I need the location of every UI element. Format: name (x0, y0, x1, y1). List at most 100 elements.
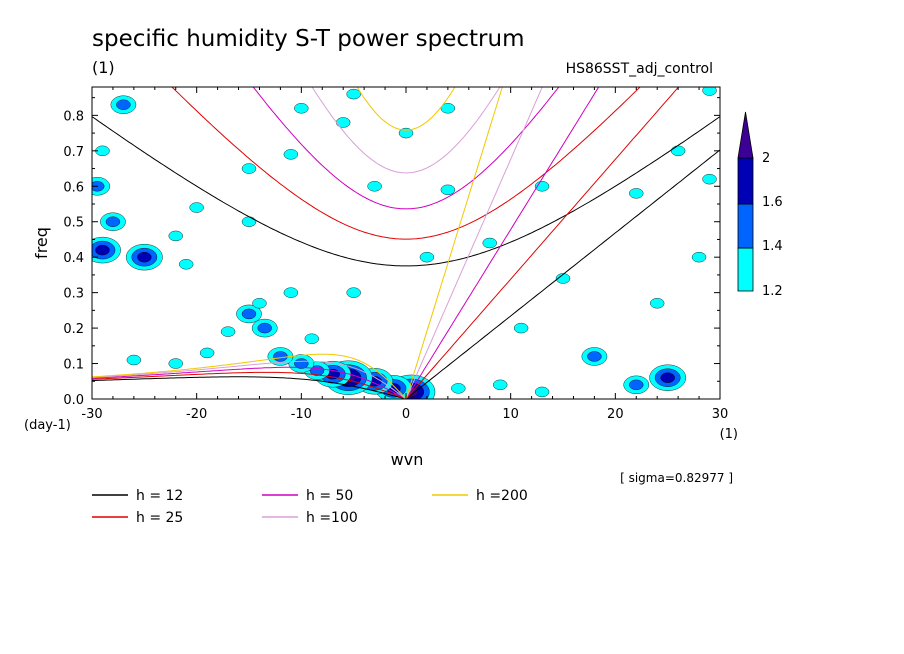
x-tick-label: -30 (81, 407, 102, 422)
contour-blob (168, 358, 183, 369)
inertia-gravity-curve (311, 87, 501, 174)
x-tick-label: 0 (402, 407, 410, 422)
contour-blob (650, 298, 665, 309)
contour-blob (220, 326, 236, 337)
y-units-label: (day-1) (24, 418, 71, 433)
rossby-curve (92, 371, 407, 399)
contour-blob (555, 273, 571, 284)
kelvin-curve (405, 87, 680, 399)
contour-blob (534, 386, 550, 398)
kelvin-curve (405, 87, 543, 399)
contour-blob (178, 259, 194, 270)
contour-blob (241, 308, 257, 320)
contour-blob (482, 237, 497, 249)
contour-blob (670, 145, 686, 157)
contour-blob (587, 351, 602, 362)
contour-blob (513, 322, 529, 334)
contour-blob (199, 347, 215, 359)
contour-blob (168, 230, 183, 242)
contour-blob (241, 163, 257, 174)
inertia-gravity-curve (252, 87, 560, 210)
x-tick-label: -10 (291, 407, 312, 422)
contour-blob (336, 117, 351, 128)
contour-blob (126, 354, 142, 366)
contour-blob (629, 188, 644, 199)
x-tick-label: 30 (712, 407, 729, 422)
rossby-curve (92, 376, 407, 399)
y-tick-label: 0.7 (63, 145, 84, 160)
contour-blob (629, 379, 644, 391)
contour-blob (189, 202, 204, 213)
contour-blob (398, 127, 414, 139)
x-axis-label: wvn (391, 450, 424, 469)
legend-label: h = 12 (136, 488, 183, 504)
x-tick-label: 10 (502, 407, 519, 422)
contour-blob (304, 333, 319, 344)
contour-blob (273, 351, 288, 362)
contour-layer (92, 87, 717, 399)
kelvin-curve (405, 87, 503, 399)
x-units-label: (1) (720, 427, 738, 442)
rossby-curve (92, 360, 407, 399)
rossby-curve (92, 366, 407, 399)
contour-blob (137, 251, 152, 263)
y-axis-label: freq (32, 227, 51, 259)
contour-blob (691, 251, 707, 263)
contour-blob (105, 216, 121, 227)
kelvin-curve (405, 87, 600, 399)
legend: h = 12 h = 25 h = 50 h =100 h =200 (92, 488, 528, 526)
colorbar: 1.2 1.4 1.6 2 (737, 111, 783, 299)
kelvin-curve (405, 149, 720, 399)
colorbar-label: 1.2 (762, 284, 783, 299)
contour-blob (451, 383, 466, 394)
sigma-label: [ sigma=0.82977 ] (620, 471, 733, 485)
contour-blob (92, 181, 105, 192)
colorbar-segment (737, 247, 754, 292)
x-tick-label: 20 (607, 407, 624, 422)
legend-label: h = 25 (136, 510, 183, 526)
y-axis: 0.0 0.1 0.2 0.3 0.4 0.5 0.6 0.7 0.8 (63, 97, 720, 408)
inertia-gravity-curve (171, 87, 641, 240)
contour-blob (440, 184, 456, 196)
contour-blob (283, 149, 299, 160)
contour-blob (419, 251, 435, 263)
colorbar-segment (737, 203, 754, 249)
contour-blob (346, 88, 361, 100)
contour-blob (252, 298, 267, 309)
colorbar-segment (737, 157, 754, 205)
contour-blob (116, 99, 131, 110)
contour-blob (283, 287, 299, 298)
contour-blob (257, 322, 272, 334)
chart-title: specific humidity S-T power spectrum (92, 26, 524, 52)
contour-blob (346, 287, 361, 298)
colorbar-label: 2 (762, 151, 770, 166)
contour-blob (702, 173, 717, 185)
colorbar-top-triangle (737, 111, 754, 159)
colorbar-label: 1.4 (762, 239, 783, 254)
contour-blob (95, 244, 110, 256)
contour-blob (493, 379, 508, 391)
y-tick-label: 0.0 (63, 393, 84, 408)
chart-subtitle: HS86SST_adj_control (566, 61, 713, 77)
y-tick-label: 0.4 (63, 251, 84, 266)
x-axis: -30 -20 -10 0 10 20 30 (81, 87, 728, 422)
legend-label: h =200 (476, 488, 528, 504)
contour-blob (702, 87, 717, 96)
contour-blob (660, 372, 675, 383)
contour-blob (241, 216, 257, 227)
inertia-gravity-curve (356, 87, 456, 131)
legend-label: h =100 (306, 510, 358, 526)
rossby-curve (92, 353, 407, 399)
y-tick-label: 0.3 (63, 287, 84, 302)
y-tick-label: 0.5 (63, 216, 84, 231)
contour-blob (440, 103, 456, 114)
x-tick-label: -20 (186, 407, 207, 422)
y-tick-label: 0.6 (63, 180, 84, 195)
dispersion-curves (92, 87, 720, 399)
y-tick-label: 0.8 (63, 109, 84, 124)
plot-area (92, 87, 720, 399)
colorbar-label: 1.6 (762, 195, 783, 210)
chart-units-label: (1) (92, 58, 115, 77)
y-tick-label: 0.2 (63, 322, 84, 337)
legend-label: h = 50 (306, 488, 353, 504)
